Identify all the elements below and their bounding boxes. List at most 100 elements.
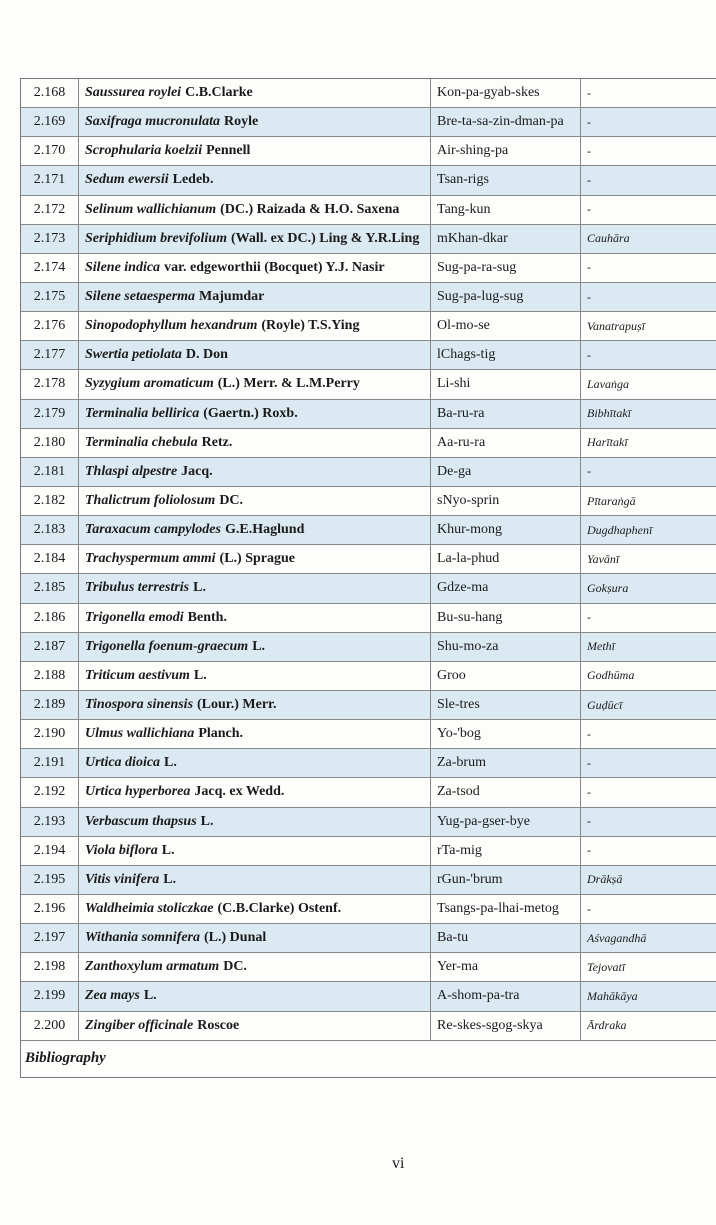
botanical-name: Sedum ewersii Ledeb. [79, 166, 431, 195]
botanical-name: Triticum aestivum L. [79, 661, 431, 690]
sanskrit-name: - [587, 347, 591, 362]
serial-number: 2.180 [21, 428, 79, 457]
table-row: 2.198 Zanthoxylum armatum DC. Yer-ma Tejovat… [21, 953, 716, 983]
table-row: 2.189 Tinospora sinensis (Lour.) Merr. Sle-… [21, 690, 716, 721]
species-name: Trigonella foenum-graecum [85, 638, 249, 654]
serial-number: 2.182 [21, 486, 79, 516]
tibetan-name: Tang-kun [431, 195, 581, 224]
serial-number: 2.195 [21, 865, 79, 894]
species-name: Vitis vinifera [85, 871, 160, 887]
table-row: 2.183 Taraxacum campylodes G.E.Haglund Khur… [21, 516, 716, 546]
tibetan-name: rGun-'brum [431, 865, 581, 894]
species-name: Zingiber officinale [85, 1017, 194, 1033]
tibetan-name: Shu-mo-za [431, 632, 581, 661]
tibetan-name: Air-shing-pa [431, 137, 581, 166]
author-citation: Majumdar [199, 289, 265, 305]
serial-number: 2.177 [21, 341, 79, 370]
botanical-name: Thlaspi alpestre Jacq. [79, 457, 431, 486]
tibetan-name: Za-brum [431, 749, 581, 778]
author-citation: (L.) Dunal [204, 930, 267, 946]
tibetan-name: Li-shi [431, 370, 581, 399]
author-citation: (C.B.Clarke) Ostenf. [217, 901, 342, 916]
botanical-name: Selinum wallichianum (DC.) Raizada & H.O.… [79, 195, 431, 224]
serial-number: 2.171 [21, 166, 79, 195]
species-name: Verbascum thapsus [85, 813, 197, 829]
sanskrit-name: - [587, 784, 591, 799]
sanskrit-name: Cauhāra [587, 231, 630, 246]
author-citation: DC. [223, 959, 247, 975]
species-name: Zanthoxylum armatum [85, 959, 220, 975]
species-name: Viola biflora [85, 842, 158, 858]
serial-number: 2.200 [21, 1011, 79, 1040]
table-row: 2.199 Zea mays L. A-shom-pa-tra Mahākāya [21, 982, 716, 1012]
author-citation: L. [143, 988, 157, 1004]
species-name: Triticum aestivum [85, 667, 190, 683]
species-name: Urtica dioica [85, 755, 161, 771]
species-name: Thlaspi alpestre [85, 463, 178, 479]
serial-number: 2.192 [21, 778, 79, 807]
serial-number: 2.189 [21, 690, 79, 720]
table-row: 2.178 Syzygium aromaticum (L.) Merr. & L.M… [21, 370, 716, 400]
botanical-name: Taraxacum campylodes G.E.Haglund [79, 516, 431, 545]
bibliography-heading: Bibliography [21, 1041, 716, 1078]
sanskrit-name: Mahākāya [587, 988, 638, 1003]
botanical-name: Zanthoxylum armatum DC. [79, 953, 431, 982]
serial-number: 2.197 [21, 924, 79, 953]
author-citation: var. edgeworthii (Bocquet) Y.J. Nasir [164, 259, 385, 275]
page-number: vi [392, 1155, 405, 1172]
botanical-name: Seriphidium brevifolium (Wall. ex DC.) Li… [79, 224, 431, 253]
sanskrit-name: Tejovatī [587, 959, 626, 974]
tibetan-name: De-ga [431, 457, 581, 486]
tibetan-name: Tsan-rigs [431, 166, 581, 195]
table-row: 2.179 Terminalia bellirica (Gaertn.) Roxb.… [21, 399, 716, 429]
botanical-name: Tribulus terrestris L. [79, 574, 431, 603]
author-citation: L. [200, 813, 214, 829]
table-row: 2.180 Terminalia chebula Retz. Aa-ru-ra Harī… [21, 428, 716, 458]
table-row: 2.169 Saxifraga mucronulata Royle Bre-ta-sa… [21, 108, 716, 138]
sanskrit-name: - [587, 85, 591, 100]
author-citation: Roscoe [197, 1017, 240, 1033]
serial-number: 2.185 [21, 574, 79, 603]
author-citation: (Gaertn.) Roxb. [203, 405, 298, 421]
table-row: 2.176 Sinopodophyllum hexandrum (Royle) T.… [21, 312, 716, 342]
serial-number: 2.173 [21, 224, 79, 253]
table-row: 2.174 Silene indica var. edgeworthii (Bocq… [21, 253, 716, 283]
tibetan-name: Sug-pa-ra-sug [431, 253, 581, 282]
botanical-name: Trigonella emodi Benth. [79, 603, 431, 632]
table-row: 2.171 Sedum ewersii Ledeb. Tsan-rigs - [21, 166, 716, 196]
sanskrit-name: Gokṣura [587, 580, 629, 595]
species-name: Saussurea roylei [85, 85, 182, 101]
table-row: 2.188 Triticum aestivum L. Groo Godhūma [21, 661, 716, 691]
tibetan-name: Bu-su-hang [431, 603, 581, 632]
author-citation: Retz. [201, 434, 233, 450]
author-citation: (Wall. ex DC.) Ling & Y.R.Ling [230, 230, 420, 246]
serial-number: 2.183 [21, 516, 79, 545]
tibetan-name: Ba-ru-ra [431, 399, 581, 428]
botanical-name: Ulmus wallichiana Planch. [79, 720, 431, 749]
sanskrit-name: Lavaṅga [587, 376, 629, 391]
botanical-name: Terminalia chebula Retz. [79, 428, 431, 457]
botanical-name: Urtica dioica L. [79, 749, 431, 778]
botanical-name: Waldheimia stoliczkae (C.B.Clarke) Ostenf… [79, 894, 431, 924]
tibetan-name: Gdze-ma [431, 574, 581, 603]
serial-number: 2.193 [21, 807, 79, 836]
sanskrit-name: - [587, 814, 591, 829]
sanskrit-name: Vanatrapuṣī [587, 318, 646, 333]
sanskrit-name: - [587, 843, 591, 858]
species-name: Urtica hyperborea [85, 784, 191, 800]
tibetan-name: Tsangs-pa-lhai-metog [431, 894, 581, 924]
botanical-name: Silene setaesperma Majumdar [79, 282, 431, 312]
botanical-name: Viola biflora L. [79, 836, 431, 865]
species-name: Withania somnifera [85, 930, 201, 946]
botanical-name: Terminalia bellirica (Gaertn.) Roxb. [79, 399, 431, 428]
sanskrit-name: - [587, 726, 591, 741]
species-name: Syzygium aromaticum [85, 376, 214, 392]
serial-number: 2.186 [21, 603, 79, 632]
serial-number: 2.196 [21, 894, 79, 924]
tibetan-name: sNyo-sprin [431, 486, 581, 516]
species-name: Thalictrum foliolosum [85, 493, 216, 509]
serial-number: 2.181 [21, 457, 79, 486]
species-name: Sinopodophyllum hexandrum [85, 318, 258, 334]
tibetan-name: Sle-tres [431, 690, 581, 720]
